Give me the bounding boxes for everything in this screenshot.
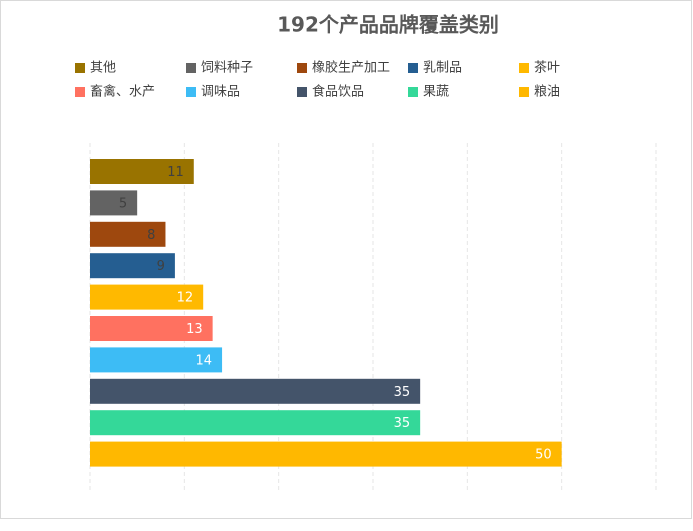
legend-swatch [75, 63, 85, 73]
value-label: 5 [119, 196, 127, 211]
legend-swatch [519, 87, 529, 97]
bar [90, 441, 562, 467]
bar [90, 190, 138, 216]
legend-label: 食品饮品 [312, 84, 364, 100]
legend-label: 橡胶生产加工 [312, 60, 390, 76]
bar [90, 253, 175, 279]
value-label: 35 [394, 416, 411, 431]
legend-label: 畜禽、水产 [90, 84, 155, 100]
bar [90, 347, 223, 373]
legend-swatch [408, 63, 418, 73]
value-label: 12 [177, 291, 194, 306]
bar [90, 221, 166, 247]
value-label: 11 [167, 165, 184, 180]
bar [90, 284, 204, 310]
bar [90, 316, 213, 341]
legend-swatch [297, 63, 307, 73]
legend-swatch [186, 63, 196, 73]
bar [90, 410, 421, 436]
value-label: 14 [196, 353, 213, 368]
legend-label: 调味品 [201, 85, 240, 100]
bar [90, 378, 421, 404]
legend-swatch [75, 87, 85, 97]
value-label: 50 [535, 448, 552, 463]
chart-title: 192个产品品牌覆盖类别 [277, 13, 499, 37]
legend-label: 粮油 [534, 85, 560, 100]
value-label: 9 [157, 259, 165, 274]
legend-label: 果蔬 [423, 85, 449, 100]
legend-label: 饲料种子 [201, 61, 253, 76]
legend-swatch [408, 87, 418, 97]
value-label: 35 [394, 385, 411, 400]
legend-swatch [519, 63, 529, 73]
legend-swatch [297, 87, 307, 97]
value-label: 8 [147, 228, 155, 243]
legend-swatch [186, 87, 196, 97]
legend-label: 乳制品 [423, 61, 462, 76]
legend-label: 其他 [90, 61, 116, 76]
bar [90, 159, 194, 184]
value-label: 13 [186, 322, 203, 337]
legend-label: 茶叶 [534, 60, 560, 76]
